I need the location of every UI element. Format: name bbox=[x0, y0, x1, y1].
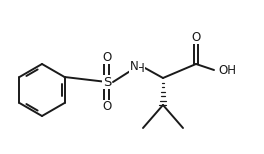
Text: O: O bbox=[102, 101, 112, 113]
Text: O: O bbox=[191, 30, 201, 43]
Text: O: O bbox=[102, 51, 112, 63]
Text: N: N bbox=[130, 59, 138, 73]
Text: S: S bbox=[103, 75, 111, 89]
Text: OH: OH bbox=[218, 63, 236, 77]
Text: H: H bbox=[136, 61, 144, 75]
